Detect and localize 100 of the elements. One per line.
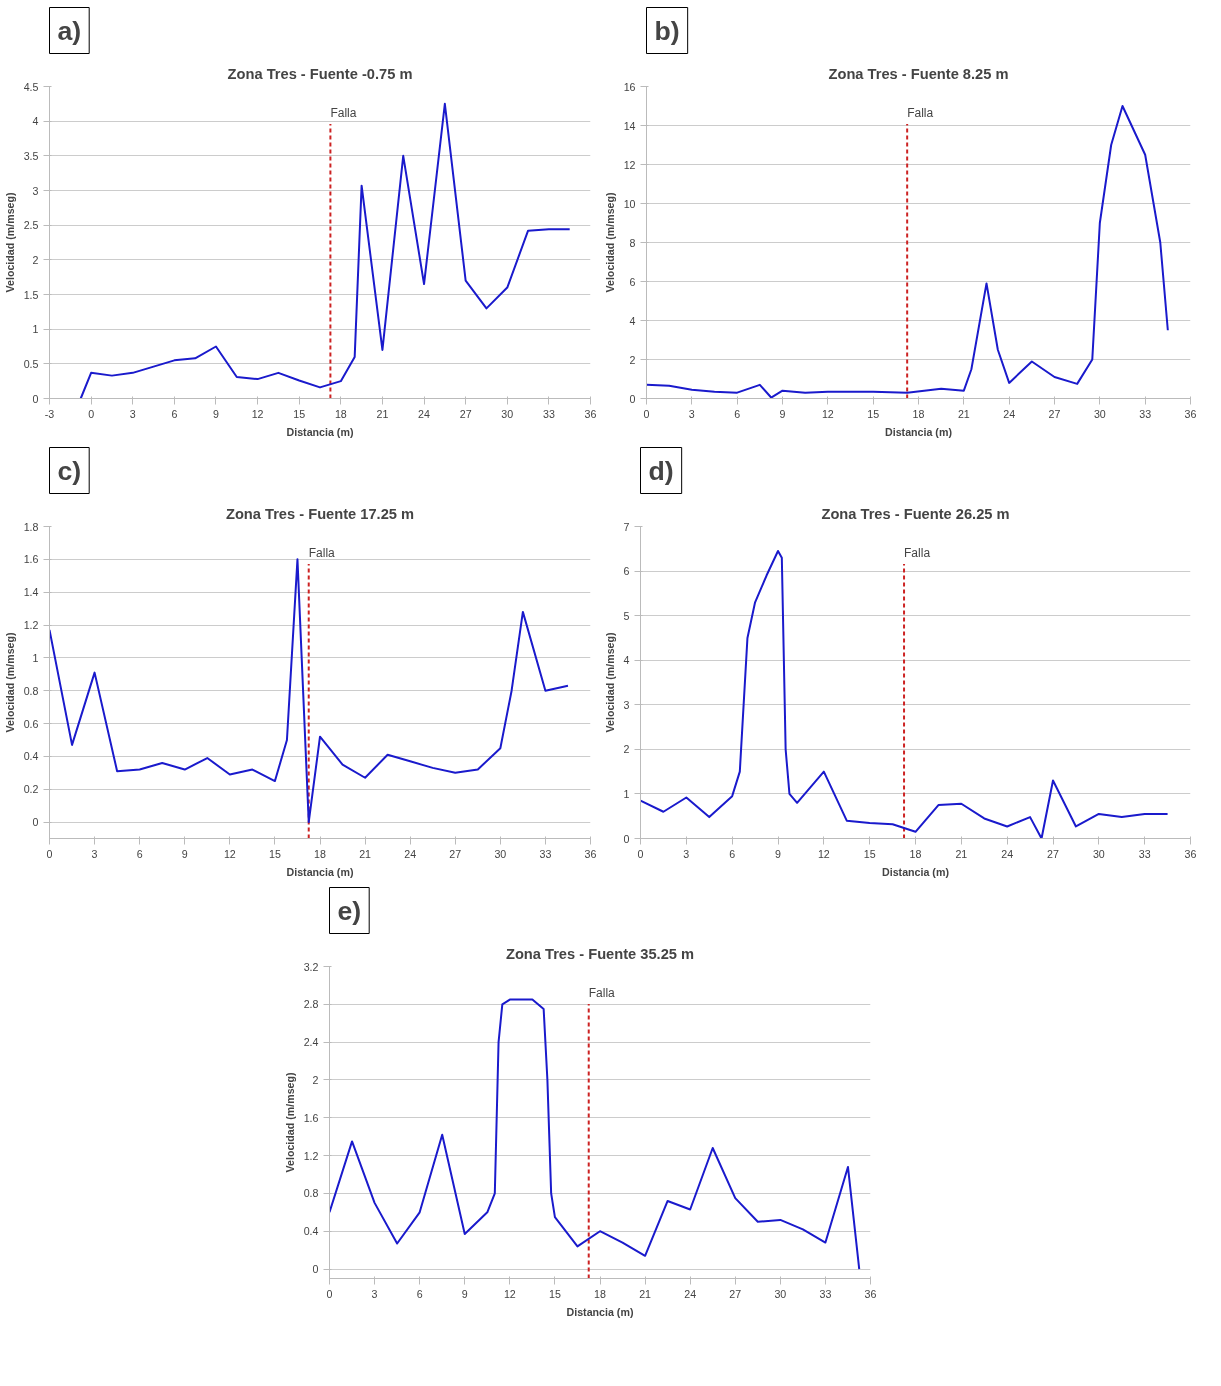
y-axis-title: Velocidad (m/mseg): [3, 192, 16, 293]
x-tick-label: 3: [688, 407, 695, 420]
x-tick-label: 24: [1003, 407, 1016, 420]
x-tick-label: 33: [542, 407, 555, 420]
x-tick-label: 6: [416, 1287, 423, 1300]
chart-title: Zona Tres - Fuente 17.25 m: [225, 505, 415, 522]
x-tick-label: 18: [594, 1287, 606, 1300]
x-tick-label: 33: [1139, 407, 1152, 420]
x-axis-title: Distancia (m): [882, 865, 950, 878]
y-tick-label: 8: [629, 236, 636, 249]
y-tick-label: 0: [32, 392, 39, 405]
x-tick-label: 33: [539, 847, 552, 860]
x-tick-label: 15: [548, 1287, 561, 1300]
y-tick-label: 16: [623, 80, 636, 93]
x-axis-title: Distancia (m): [286, 425, 354, 438]
y-tick-label: 0.8: [23, 684, 39, 697]
x-tick-label: 0: [46, 847, 53, 860]
x-tick-label: 6: [171, 407, 178, 420]
y-tick-label: 3.5: [23, 149, 39, 162]
x-tick-label: 24: [1001, 847, 1014, 860]
y-tick-label: 4.5: [23, 80, 39, 93]
y-tick-label: 14: [623, 119, 636, 132]
y-tick-label: 2.5: [23, 219, 39, 232]
text: c): [57, 455, 82, 486]
y-axis-title: Velocidad (m/mseg): [603, 192, 616, 293]
y-tick-label: 0: [312, 1263, 319, 1276]
y-axis-title: Velocidad (m/mseg): [283, 1072, 296, 1173]
x-tick-label: 30: [1093, 407, 1106, 420]
x-tick-label: 3: [683, 847, 690, 860]
x-tick-label: 9: [461, 1287, 468, 1300]
x-tick-label: 15: [867, 407, 880, 420]
x-tick-label: 9: [775, 847, 782, 860]
y-tick-label: 1: [32, 323, 39, 336]
y-tick-label: 12: [623, 158, 636, 171]
y-tick-label: 1.4: [23, 586, 39, 599]
line-series: [646, 105, 1169, 399]
y-tick-label: 2.4: [303, 1036, 319, 1049]
y-tick-label: 1.5: [23, 288, 39, 301]
ref-line-label: Falla: [330, 105, 357, 120]
y-tick-label: 6: [623, 565, 630, 578]
y-tick-label: 1.6: [303, 1111, 319, 1124]
x-tick-label: 3: [129, 407, 136, 420]
x-tick-label: 24: [684, 1287, 697, 1300]
text: a): [57, 15, 82, 46]
y-tick-label: 3: [623, 698, 630, 711]
y-tick-label: 2.8: [303, 998, 319, 1011]
x-tick-label: 27: [459, 407, 472, 420]
x-tick-label: 12: [821, 407, 834, 420]
x-tick-label: 21: [359, 847, 372, 860]
y-tick-label: 2: [312, 1073, 319, 1086]
x-axis-title: Distancia (m): [286, 865, 354, 878]
x-tick-label: 12: [251, 407, 264, 420]
x-tick-label: 18: [909, 847, 922, 860]
y-tick-label: 1: [32, 651, 39, 664]
y-tick-label: 10: [623, 197, 636, 210]
chart-title: Zona Tres - Fuente 8.25 m: [828, 65, 1009, 82]
y-tick-label: 0: [32, 816, 39, 829]
x-tick-label: 6: [136, 847, 143, 860]
y-tick-label: 2: [629, 353, 636, 366]
x-tick-label: 30: [774, 1287, 787, 1300]
text: e): [337, 895, 362, 926]
y-tick-label: 1: [623, 787, 630, 800]
y-tick-label: 7: [623, 520, 630, 533]
line-series: [49, 558, 569, 824]
y-tick-label: 0.6: [23, 717, 39, 730]
ref-line-label: Falla: [588, 985, 616, 1000]
x-tick-label: 33: [1138, 847, 1151, 860]
x-tick-label: 6: [734, 407, 741, 420]
chart-title: Zona Tres - Fuente 26.25 m: [821, 505, 1010, 522]
line-series: [640, 550, 1169, 839]
y-tick-label: 0.8: [303, 1187, 319, 1200]
x-tick-label: 9: [779, 407, 786, 420]
x-tick-label: 27: [729, 1287, 742, 1300]
x-tick-label: 21: [955, 847, 968, 860]
x-tick-label: 3: [91, 847, 98, 860]
text: b): [654, 15, 680, 46]
y-tick-label: 1.6: [23, 553, 39, 566]
x-tick-label: 36: [1184, 847, 1197, 860]
y-tick-label: 0.4: [303, 1225, 319, 1238]
x-tick-label: 24: [404, 847, 417, 860]
y-tick-label: 1.2: [23, 619, 39, 632]
x-tick-label: 24: [418, 407, 431, 420]
y-tick-label: 0.4: [23, 750, 39, 763]
x-tick-label: 21: [376, 407, 389, 420]
x-tick-label: 21: [957, 407, 970, 420]
x-tick-label: 36: [864, 1287, 877, 1300]
y-tick-label: 0: [629, 392, 636, 405]
y-tick-label: 4: [623, 654, 630, 667]
ref-line-label: Falla: [907, 105, 934, 120]
y-tick-label: 6: [629, 275, 636, 288]
x-axis-title: Distancia (m): [566, 1305, 634, 1318]
x-axis-title: Distancia (m): [885, 425, 953, 438]
x-tick-label: 6: [729, 847, 736, 860]
x-tick-label: 36: [584, 407, 597, 420]
x-tick-label: 15: [268, 847, 281, 860]
x-tick-label: 0: [643, 407, 650, 420]
y-tick-label: 1.8: [23, 520, 39, 533]
x-tick-label: 33: [819, 1287, 832, 1300]
x-tick-label: 0: [637, 847, 644, 860]
y-tick-label: 2: [623, 743, 630, 756]
